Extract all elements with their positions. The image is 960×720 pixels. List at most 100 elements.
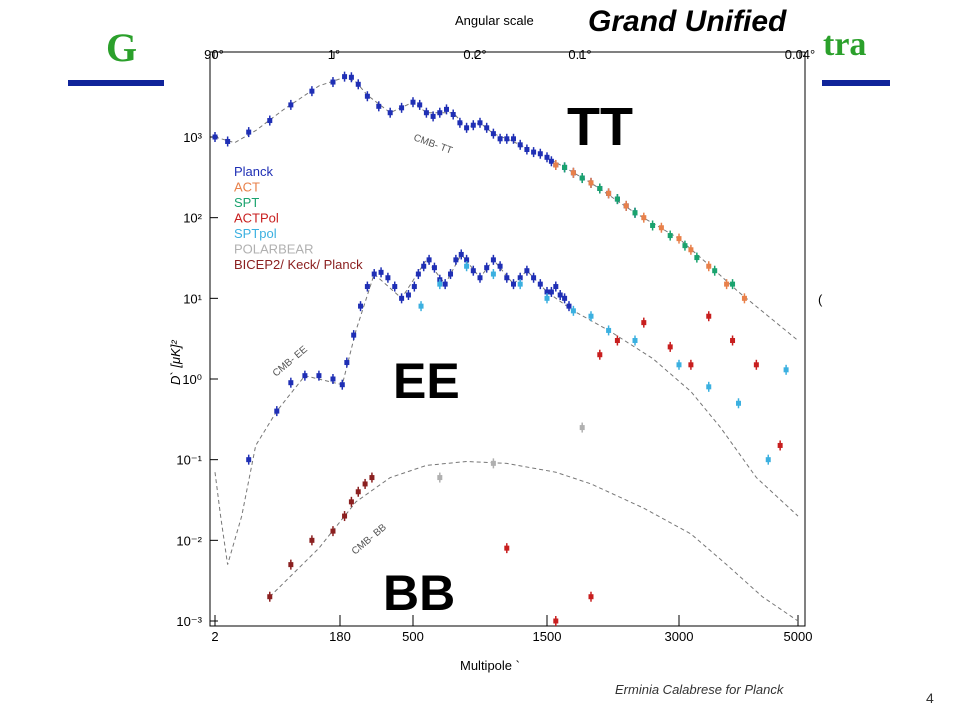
data-point — [511, 136, 516, 142]
data-point — [371, 271, 377, 277]
data-point — [614, 196, 620, 202]
data-point — [676, 236, 682, 242]
data-point — [288, 102, 294, 108]
data-point — [765, 457, 771, 463]
data-point — [464, 125, 470, 131]
data-point — [399, 105, 405, 111]
y-ticks: 10⁻³ 10⁻² 10⁻¹ 10⁰ 10¹ 10² 10³ — [176, 130, 218, 629]
data-point — [464, 263, 470, 269]
data-point — [777, 442, 783, 448]
data-point — [730, 281, 736, 287]
x-tick-label: 500 — [402, 629, 424, 644]
data-point — [399, 295, 405, 301]
data-point — [484, 125, 490, 131]
data-point — [344, 360, 350, 366]
data-point — [464, 257, 470, 263]
data-point — [309, 88, 315, 94]
data-point — [212, 134, 218, 140]
data-point — [544, 289, 550, 295]
data-point — [342, 74, 348, 80]
data-point — [426, 257, 432, 263]
legend-item: ACT — [234, 180, 260, 195]
y-axis-label: D` [μK]² — [168, 340, 183, 385]
data-point — [351, 332, 357, 338]
data-point — [531, 149, 537, 155]
data-point — [477, 120, 483, 126]
x-axis-label: Multipole ` — [460, 658, 520, 673]
data-point — [566, 303, 572, 309]
y-tick-label: 10¹ — [183, 291, 202, 306]
page-number: 4 — [926, 690, 934, 706]
data-point — [448, 271, 454, 277]
data-point — [497, 136, 503, 142]
y-tick-label: 10² — [183, 211, 202, 226]
data-point — [417, 102, 423, 108]
slide-title-left: G — [106, 25, 138, 70]
data-point — [682, 243, 688, 249]
x-tick-label: 2 — [211, 629, 218, 644]
data-point — [524, 146, 530, 152]
panel-label: EE — [393, 353, 460, 409]
data-point — [544, 295, 550, 301]
data-point — [588, 594, 594, 600]
data-point — [387, 110, 393, 116]
data-point — [484, 265, 490, 271]
stray-mark: ( — [818, 292, 823, 307]
data-point — [437, 110, 443, 116]
data-point — [490, 131, 496, 137]
data-point — [348, 74, 354, 80]
data-point — [330, 528, 336, 534]
x-tick-label: 180 — [329, 629, 351, 644]
data-point — [470, 268, 476, 274]
panel-label: TT — [567, 97, 633, 157]
data-point — [504, 545, 510, 551]
data-point — [524, 268, 530, 274]
top-ticks: 90° 1° 0.2° 0.1° 0.04° — [204, 47, 815, 62]
data-point — [504, 275, 510, 281]
data-point — [348, 499, 354, 505]
data-point — [537, 281, 543, 287]
y-tick-label: 10⁰ — [182, 372, 202, 387]
data-point — [267, 594, 273, 600]
data-point — [410, 99, 416, 105]
data-point — [457, 120, 463, 126]
legend: PlanckACTSPTACTPolSPTpolPOLARBEARBICEP2/… — [234, 164, 363, 272]
top-axis-label: Angular scale — [455, 13, 534, 28]
data-point — [517, 275, 523, 281]
data-point — [688, 362, 694, 368]
slide-title-right: tra — [823, 26, 867, 63]
data-point — [490, 271, 496, 277]
data-point — [437, 475, 443, 481]
x-tick-label: 1500 — [533, 629, 562, 644]
x-tick-label: 5000 — [784, 629, 813, 644]
data-point — [632, 210, 638, 216]
data-point — [330, 79, 336, 85]
data-point — [588, 180, 594, 186]
chart-title: Grand Unified — [588, 5, 787, 38]
data-point — [557, 292, 563, 298]
data-point — [511, 281, 516, 287]
data-point — [504, 136, 510, 142]
top-tick-label: 0.2° — [463, 47, 486, 62]
data-point — [442, 281, 448, 287]
data-point — [392, 284, 398, 290]
data-point — [667, 233, 673, 239]
data-point — [358, 303, 364, 309]
data-point — [274, 408, 280, 414]
data-point — [355, 81, 361, 87]
data-point — [570, 308, 576, 314]
data-point — [362, 481, 368, 487]
curve-label: CMB- TT — [412, 132, 454, 156]
data-point — [376, 103, 382, 109]
data-point — [330, 376, 336, 382]
y-tick-label: 10⁻¹ — [176, 453, 202, 468]
data-point — [614, 338, 620, 344]
legend-item: SPTpol — [234, 226, 277, 241]
theory-curve — [214, 76, 799, 341]
data-point — [385, 275, 391, 281]
data-point — [477, 275, 483, 281]
data-point — [517, 281, 523, 287]
data-point — [288, 380, 294, 386]
data-point — [597, 352, 603, 358]
